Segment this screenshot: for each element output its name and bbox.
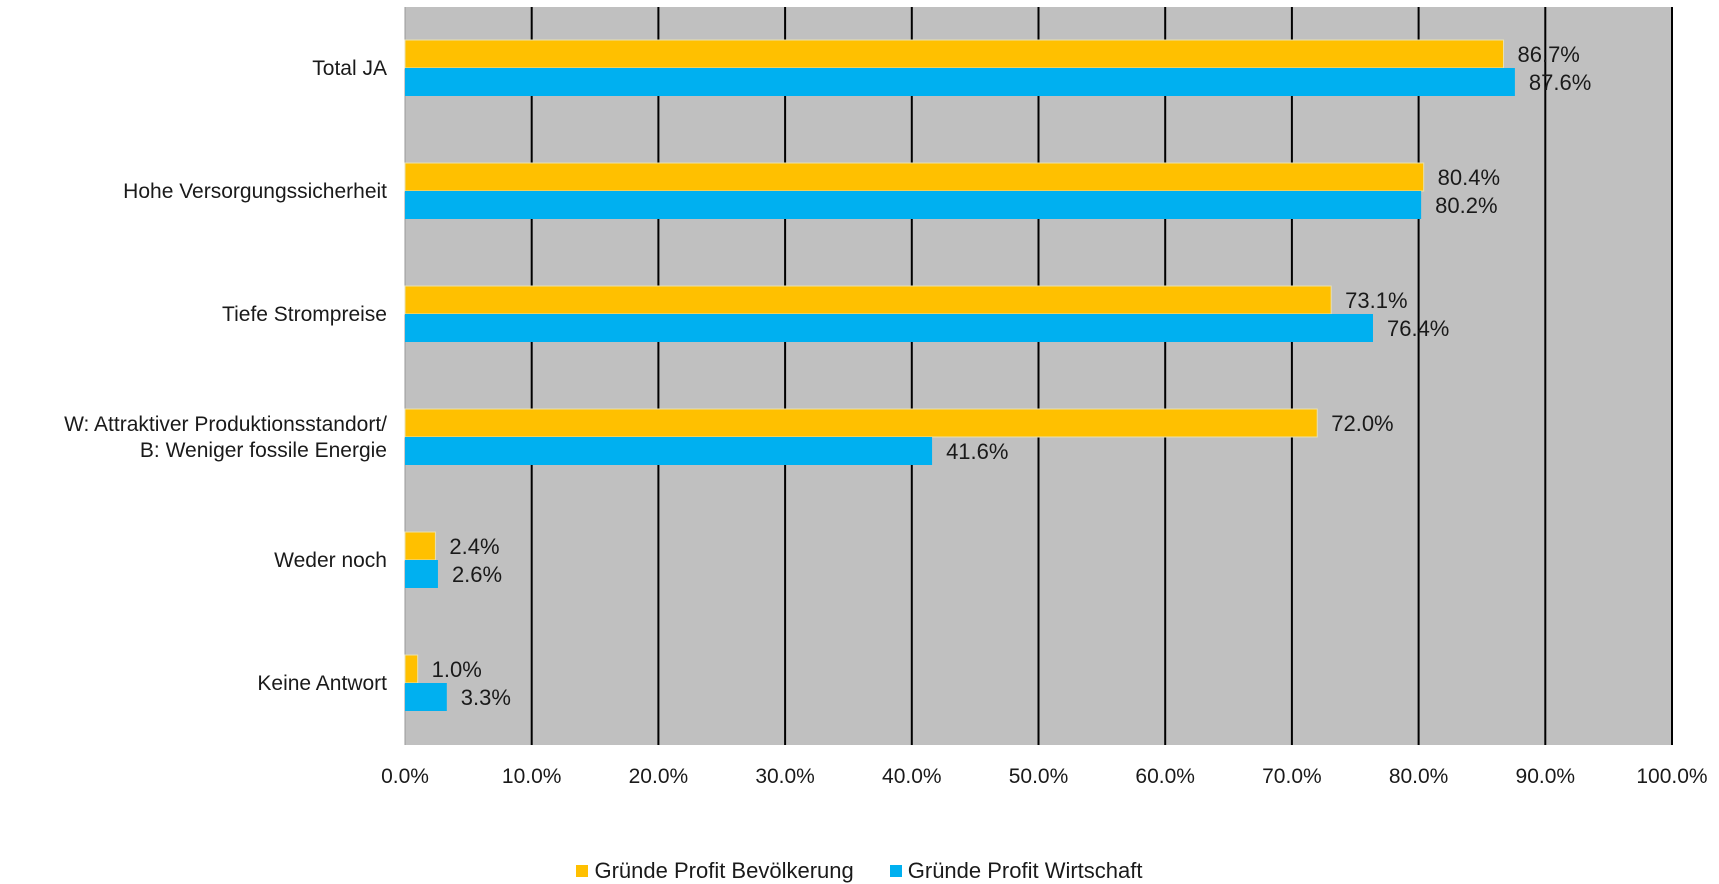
- bar-wirtschaft: [405, 560, 438, 588]
- data-label: 41.6%: [946, 439, 1008, 464]
- bar-bevoelkerung: [404, 285, 1332, 315]
- bar-bevoelkerung: [404, 408, 1318, 438]
- x-tick-label: 60.0%: [1135, 765, 1195, 788]
- bar-wirtschaft: [405, 437, 933, 465]
- legend: Gründe Profit Bevölkerung Gründe Profit …: [0, 858, 1719, 884]
- data-label: 72.0%: [1331, 411, 1393, 436]
- x-tick-label: 20.0%: [629, 765, 689, 788]
- data-label: 87.6%: [1529, 70, 1591, 95]
- data-label: 73.1%: [1345, 288, 1407, 313]
- legend-swatch-bevoelkerung: [576, 865, 589, 877]
- bar-wirtschaft: [405, 68, 1515, 96]
- x-axis-tick-labels: 0.0% 10.0% 20.0% 30.0% 40.0% 50.0% 60.0% 70.0% 8…: [381, 765, 1708, 788]
- bar-bevoelkerung: [404, 531, 436, 561]
- x-tick-label: 10.0%: [502, 765, 562, 788]
- data-label: 3.3%: [461, 685, 511, 710]
- category-label: B: Weniger fossile Energie: [140, 439, 387, 462]
- x-tick-label: 50.0%: [1009, 765, 1069, 788]
- x-tick-label: 30.0%: [755, 765, 815, 788]
- bar-bevoelkerung: [404, 654, 419, 684]
- gridlines: [404, 7, 1673, 745]
- bar-wirtschaft: [405, 191, 1422, 219]
- bar-bevoelkerung: [404, 162, 1425, 192]
- category-label: Tiefe Strompreise: [222, 303, 387, 326]
- data-label: 80.4%: [1438, 165, 1500, 190]
- x-tick-label: 0.0%: [381, 765, 429, 788]
- data-label: 76.4%: [1387, 316, 1449, 341]
- bar-wirtschaft: [405, 683, 447, 711]
- category-labels: Total JA Hohe Versorgungssicherheit Tiefe …: [64, 57, 387, 695]
- category-label: Weder noch: [274, 549, 387, 572]
- legend-label-wirtschaft: Gründe Profit Wirtschaft: [907, 858, 1143, 883]
- data-label: 86.7%: [1517, 42, 1579, 67]
- x-tick-label: 100.0%: [1636, 765, 1707, 788]
- data-label: 2.4%: [449, 534, 499, 559]
- legend-label-bevoelkerung: Gründe Profit Bevölkerung: [594, 858, 854, 883]
- data-label: 80.2%: [1435, 193, 1497, 218]
- category-label: Total JA: [312, 57, 387, 80]
- data-label: 2.6%: [452, 562, 502, 587]
- bar-bevoelkerung: [404, 39, 1504, 69]
- legend-item-wirtschaft: Gründe Profit Wirtschaft: [889, 858, 1143, 884]
- x-tick-label: 80.0%: [1389, 765, 1449, 788]
- category-label: Keine Antwort: [257, 672, 387, 695]
- x-tick-label: 90.0%: [1516, 765, 1576, 788]
- x-tick-label: 40.0%: [882, 765, 942, 788]
- data-labels: 86.7% 87.6% 80.4% 80.2% 73.1% 76.4% 72.0% 41.6%…: [432, 42, 1592, 710]
- category-label: W: Attraktiver Produktionsstandort/: [64, 413, 387, 436]
- bar-wirtschaft: [405, 314, 1373, 342]
- data-label: 1.0%: [432, 657, 482, 682]
- x-tick-label: 70.0%: [1262, 765, 1322, 788]
- legend-swatch-wirtschaft: [889, 865, 902, 877]
- legend-item-bevoelkerung: Gründe Profit Bevölkerung: [576, 858, 854, 884]
- bars: [404, 39, 1515, 711]
- category-label: Hohe Versorgungssicherheit: [123, 180, 387, 203]
